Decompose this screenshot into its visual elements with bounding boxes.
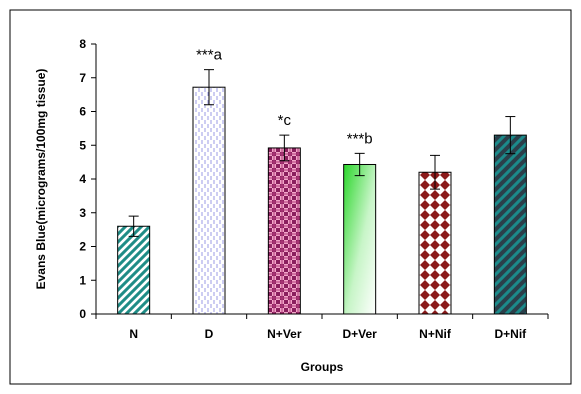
y-tick-label: 1	[79, 273, 86, 287]
y-tick-label: 7	[79, 71, 86, 85]
y-tick-label: 6	[79, 105, 86, 119]
x-tick-label: D+Ver	[342, 327, 377, 341]
x-tick-label: N+Ver	[267, 327, 302, 341]
x-tick-label: N+Nif	[419, 327, 452, 341]
x-tick-label: D	[205, 327, 214, 341]
error-bars	[128, 69, 516, 237]
bars	[117, 86, 527, 315]
y-tick-label: 8	[79, 37, 86, 51]
bar-n-ver	[267, 147, 301, 315]
bar-annotations: ***a *c ***b	[196, 47, 373, 148]
bar-d	[192, 86, 226, 315]
bar-d-nif	[493, 134, 527, 315]
y-tick-label: 2	[79, 240, 86, 254]
y-ticks: 0 1 2 3 4 5 6 7 8	[79, 37, 96, 321]
bar-n	[117, 225, 151, 315]
significance-annotation: *c	[278, 112, 292, 129]
y-axis-label: Evans Blue(micrograms/100mg tissue)	[34, 69, 48, 290]
x-tick-label: N	[129, 327, 138, 341]
significance-annotation: ***b	[347, 130, 373, 147]
y-tick-label: 4	[79, 172, 86, 186]
x-ticks: N D N+Ver D+Ver N+Nif D+Nif	[95, 314, 549, 341]
y-tick-label: 5	[79, 138, 86, 152]
bar-d-ver	[343, 163, 377, 315]
significance-annotation: ***a	[196, 47, 223, 64]
bar-n-nif	[418, 171, 452, 315]
y-tick-label: 3	[79, 206, 86, 220]
x-tick-label: D+Nif	[494, 327, 527, 341]
y-tick-label: 0	[79, 307, 86, 321]
x-axis-label: Groups	[301, 360, 344, 374]
